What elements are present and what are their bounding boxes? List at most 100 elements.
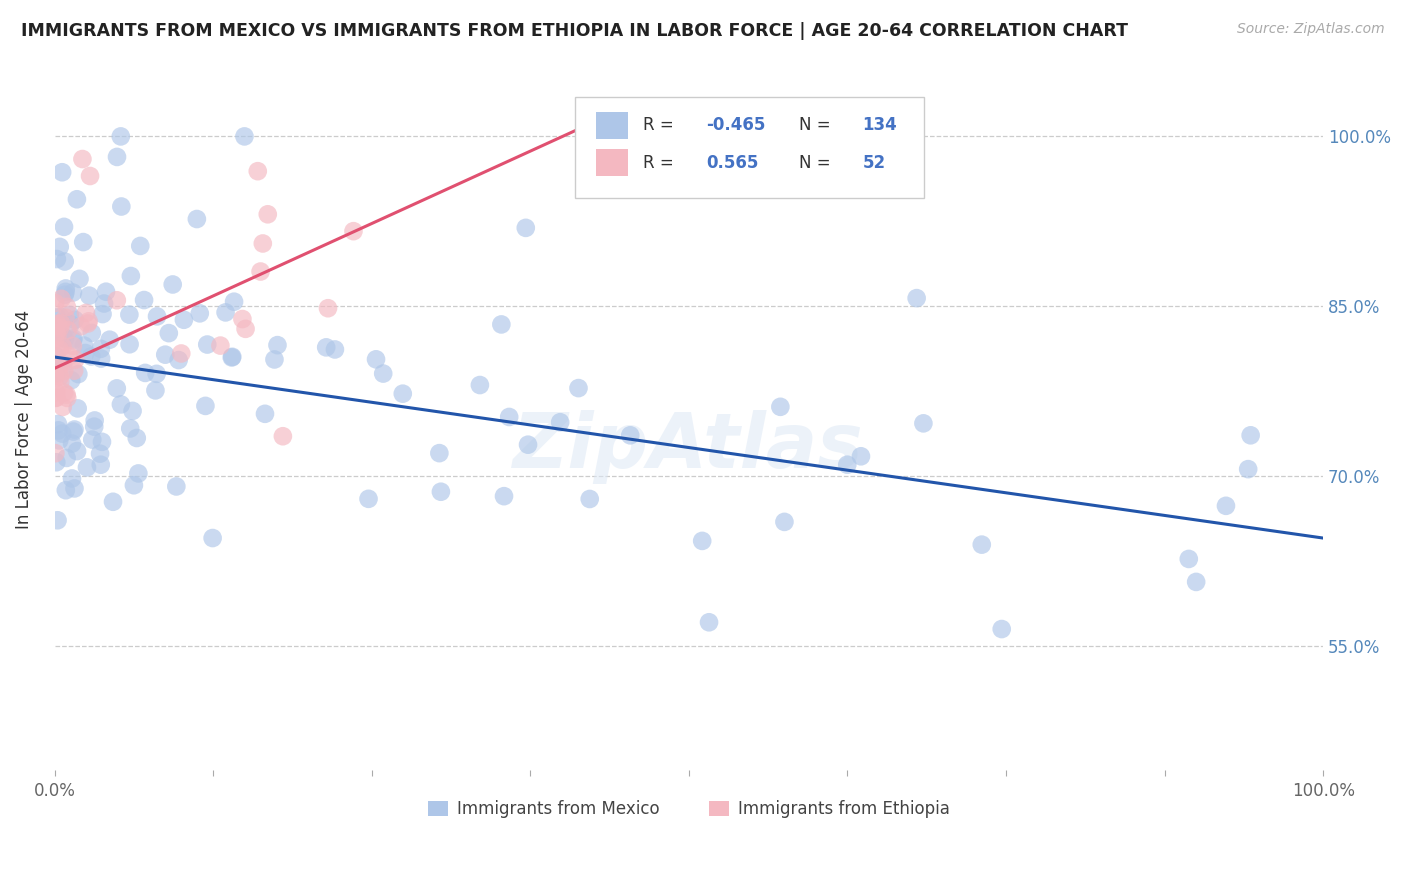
Point [233,129,256,144]
Point [342,224,364,238]
Point [49,317,72,331]
FancyBboxPatch shape [575,96,924,198]
Point [48,360,70,375]
Point [145,384,167,398]
Point [167,353,190,368]
Point [122,478,145,492]
Point [1185,574,1208,589]
Point [315,340,337,354]
Point [578,491,600,506]
Point [55,483,77,498]
Point [905,291,928,305]
Text: ZipAtlas: ZipAtlas [513,410,865,484]
Point [55,450,77,465]
Point [75,346,97,360]
Point [697,615,720,630]
Point [62,339,84,353]
Point [246,164,269,178]
Point [110,397,132,411]
Point [83,413,105,427]
Point [222,294,245,309]
Point [1215,499,1237,513]
Point [209,338,232,352]
Point [45,367,67,381]
Point [44,333,66,347]
Point [49,369,72,384]
Point [773,515,796,529]
Point [62,334,84,348]
Point [48,423,70,437]
Point [98,333,121,347]
Point [170,346,193,360]
Point [186,212,208,227]
Point [1240,428,1263,442]
Point [60,373,83,387]
Point [56,391,79,405]
Point [188,306,211,320]
Point [373,367,395,381]
Point [83,419,105,434]
Point [56,323,79,337]
Point [45,310,67,325]
Point [195,337,218,351]
Point [837,458,859,472]
Point [548,415,571,429]
Point [49,329,72,343]
Point [49,310,72,324]
Point [263,352,285,367]
Point [48,434,70,448]
Point [619,428,641,442]
Point [201,531,224,545]
Point [118,308,141,322]
Point [93,296,115,310]
Text: R =: R = [643,153,673,171]
Point [51,292,73,306]
Point [66,444,89,458]
Point [145,367,167,381]
Point [55,281,77,295]
Point [266,338,288,352]
Point [44,446,66,460]
Point [492,489,515,503]
Point [253,407,276,421]
Point [132,293,155,307]
Y-axis label: In Labor Force | Age 20-64: In Labor Force | Age 20-64 [15,310,32,529]
Point [53,287,76,301]
Point [90,458,112,472]
Point [62,331,84,345]
Point [53,385,76,400]
Point [77,317,100,331]
Point [194,399,217,413]
Point [45,319,67,334]
Point [134,366,156,380]
Point [165,479,187,493]
Point [357,491,380,506]
Point [162,277,184,292]
Point [105,381,128,395]
Point [430,484,453,499]
Point [63,423,86,437]
Point [52,400,75,414]
Point [256,207,278,221]
Point [80,326,103,340]
Point [44,371,66,385]
FancyBboxPatch shape [596,149,628,176]
Point [45,326,67,340]
Point [101,495,124,509]
Point [46,357,69,371]
Text: IMMIGRANTS FROM MEXICO VS IMMIGRANTS FROM ETHIOPIA IN LABOR FORCE | AGE 20-64 CO: IMMIGRANTS FROM MEXICO VS IMMIGRANTS FRO… [21,22,1128,40]
Point [157,326,180,340]
Point [65,352,87,367]
Point [316,301,339,316]
Point [55,387,77,401]
Point [52,340,75,354]
Point [49,375,72,389]
Point [48,343,70,357]
Point [970,538,993,552]
Point [127,467,149,481]
Text: Source: ZipAtlas.com: Source: ZipAtlas.com [1237,22,1385,37]
Point [249,264,271,278]
Point [91,434,114,449]
Point [48,357,70,371]
Point [56,300,79,314]
